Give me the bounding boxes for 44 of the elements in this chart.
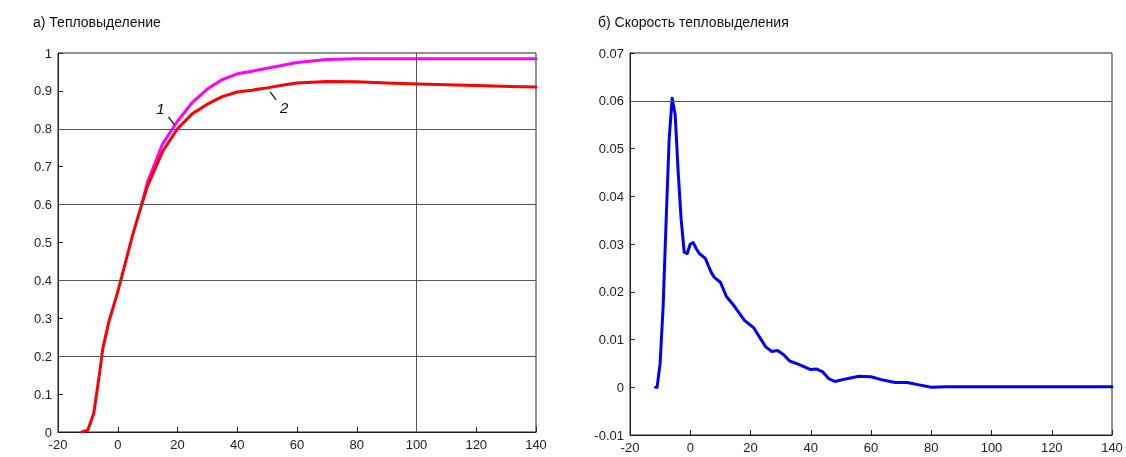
y-tick-label: 0.1: [33, 386, 52, 402]
y-tick-label: 0.01: [598, 332, 624, 347]
y-tick-label: 0.07: [598, 45, 624, 61]
x-tick-label: 140: [525, 437, 547, 452]
x-tick-label: 20: [170, 437, 185, 452]
chart-title: б) Скорость тепловыделения: [598, 14, 789, 30]
x-tick-label: 140: [1101, 440, 1123, 455]
annotation: 1: [156, 100, 165, 118]
line-series: [80, 79, 538, 434]
x-tick-label: 60: [863, 440, 879, 455]
x-tick-label: 120: [465, 437, 488, 452]
x-tick-label: 0: [686, 440, 694, 455]
chart-title: a) Тепловыделение: [33, 14, 162, 30]
y-tick-label: 0.6: [33, 197, 52, 213]
y-tick-label: 0.8: [33, 121, 52, 137]
x-tick-label: 60: [289, 437, 305, 452]
y-tick-label: 0.5: [33, 235, 52, 250]
y-tick-label: 0: [44, 424, 52, 440]
x-tick-label: 120: [1040, 440, 1063, 455]
y-tick-label: 0.2: [33, 348, 52, 364]
annotation: 2: [278, 99, 289, 117]
y-tick-label: 0.03: [598, 236, 624, 252]
x-tick-label: 80: [349, 437, 364, 452]
x-tick-label: 0: [114, 437, 122, 452]
y-tick-label: 0.05: [598, 141, 624, 156]
y-tick-label: 0.04: [598, 188, 624, 204]
y-tick-label: 0.02: [598, 284, 624, 300]
y-tick-label: 0.7: [33, 159, 52, 175]
y-tick-label: 0.06: [598, 93, 624, 109]
x-tick-label: 100: [980, 440, 1003, 455]
x-tick-label: -20: [620, 440, 640, 455]
x-tick-label: 40: [803, 440, 818, 455]
x-tick-label: -20: [48, 437, 68, 452]
y-tick-label: 0.4: [33, 272, 52, 288]
y-tick-label: -0.01: [594, 427, 624, 443]
x-tick-label: 80: [924, 440, 939, 455]
x-tick-label: 20: [743, 440, 758, 455]
x-tick-label: 40: [230, 437, 245, 452]
y-tick-label: 1: [44, 45, 52, 61]
y-tick-label: 0.3: [33, 310, 52, 326]
y-tick-label: 0: [616, 379, 624, 395]
line-series: [654, 96, 1114, 389]
x-tick-label: 100: [405, 437, 428, 452]
y-tick-label: 0.9: [33, 83, 52, 99]
